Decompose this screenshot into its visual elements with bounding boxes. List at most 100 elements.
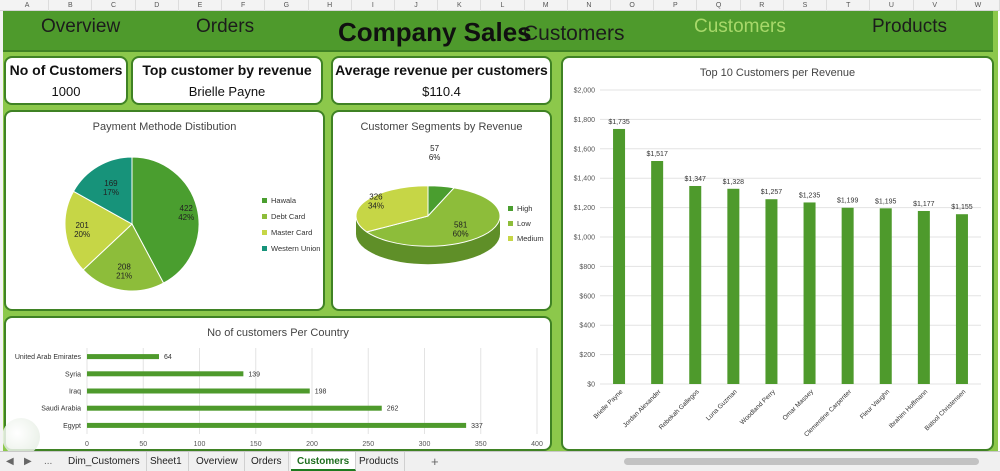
x-tick-label: 50 — [139, 441, 147, 448]
pie-slice-debt-card[interactable] — [82, 223, 165, 292]
tab-dim-customers[interactable]: Dim_Customers — [62, 452, 147, 471]
column-header-b[interactable]: B — [49, 0, 93, 11]
payment-method-chart-card[interactable]: Payment Methode Distibution 422 42% 208 21%… — [4, 110, 325, 311]
add-sheet-icon[interactable]: + — [431, 454, 439, 469]
tab-customers[interactable]: Customers — [291, 452, 357, 471]
tab-scroll-right-icon[interactable]: ▶ — [24, 456, 32, 467]
bar-omar-massey[interactable] — [803, 202, 816, 384]
column-header-g[interactable]: G — [265, 0, 309, 11]
column-header-v[interactable]: V — [914, 0, 957, 11]
bar-ibrahim-hoffmann[interactable] — [917, 210, 930, 384]
nav-customers-heading[interactable]: Customers — [523, 22, 625, 45]
column-header-q[interactable]: Q — [697, 0, 741, 11]
column-header-o[interactable]: O — [611, 0, 655, 11]
nav-orders[interactable]: Orders — [196, 16, 255, 37]
pie-percent-label: 6% — [429, 153, 441, 162]
pie-slice-medium[interactable] — [355, 185, 429, 233]
nav-customers[interactable]: Customers — [694, 16, 786, 37]
bar-jordan-alexander[interactable] — [651, 161, 664, 384]
bar-rebekah-gallegos[interactable] — [689, 185, 702, 384]
bar-luna-guzman[interactable] — [727, 188, 740, 384]
column-header-e[interactable]: E — [179, 0, 223, 11]
column-header-i[interactable]: I — [352, 0, 395, 11]
pie-slice-western-union[interactable] — [72, 156, 133, 225]
tab-overview[interactable]: Overview — [190, 452, 245, 471]
y-tick-label: $800 — [579, 264, 595, 271]
bar-syria[interactable] — [87, 371, 244, 377]
column-header-n[interactable]: N — [568, 0, 612, 11]
y-tick-label: $1,400 — [574, 176, 596, 183]
category-label-rebekah-gallegos: Rebekah Gallegos — [658, 388, 701, 431]
pie-value-label: 208 — [117, 263, 131, 272]
category-label-iraq: Iraq — [69, 389, 81, 396]
bar-united-arab-emirates[interactable] — [87, 354, 159, 360]
legend-swatch-hawala — [262, 198, 267, 203]
dashboard-title: Company Sales — [338, 17, 532, 47]
tab-orders[interactable]: Orders — [245, 452, 289, 471]
more-tabs-icon[interactable]: ... — [44, 456, 53, 467]
top-customers-chart-title: Top 10 Customers per Revenue — [699, 67, 856, 79]
pie-slice-hawala[interactable] — [131, 156, 200, 284]
tab-scroll-left-icon[interactable]: ◀ — [6, 456, 14, 467]
bar-fleur-vaughn[interactable] — [879, 208, 892, 384]
column-header-f[interactable]: F — [222, 0, 266, 11]
data-label-batool-christensen: $1,155 — [951, 204, 973, 211]
column-header-u[interactable]: U — [870, 0, 914, 11]
legend-swatch-low — [508, 221, 513, 226]
country-bar-chart[interactable]: 0 50 100 150 200 250 300 350 400 United Arab Emir… — [6, 318, 550, 449]
pie-percent-label: 42% — [178, 213, 194, 222]
column-header-p[interactable]: P — [654, 0, 698, 11]
bar-saudi-arabia[interactable] — [87, 405, 382, 411]
column-header-d[interactable]: D — [136, 0, 179, 11]
bar-clementine-carpenter[interactable] — [841, 207, 854, 384]
data-label-luna-guzman: $1,328 — [723, 179, 745, 186]
column-header-l[interactable]: L — [481, 0, 525, 11]
column-header-m[interactable]: M — [525, 0, 568, 11]
x-tick-label: 0 — [85, 441, 89, 448]
x-tick-label: 250 — [362, 441, 374, 448]
data-label-egypt: 337 — [471, 423, 483, 430]
customer-segments-chart-card[interactable]: Customer Segments by Revenue 57 6% 581 60% 3… — [331, 110, 552, 311]
bar-iraq[interactable] — [87, 388, 310, 394]
nav-overview[interactable]: Overview — [41, 16, 121, 37]
column-header-w[interactable]: W — [957, 0, 1000, 11]
bar-batool-christensen[interactable] — [955, 214, 968, 384]
dashboard-nav-bar: Overview Orders Customers Customers Prod… — [3, 11, 993, 52]
tab-products[interactable]: Products — [353, 452, 406, 471]
kpi-customers-value: 1000 — [51, 84, 81, 99]
y-tick-label: $400 — [579, 323, 595, 330]
country-chart-card[interactable]: No of customers Per Country 0 50 100 150 200… — [4, 316, 552, 451]
horizontal-scrollbar-thumb[interactable] — [624, 458, 979, 465]
column-header-t[interactable]: T — [827, 0, 871, 11]
tab-sheet1[interactable]: Sheet1 — [144, 452, 189, 471]
column-header-h[interactable]: H — [309, 0, 352, 11]
horizontal-scrollbar[interactable] — [612, 456, 996, 467]
category-label-egypt: Egypt — [63, 423, 81, 430]
column-header-s[interactable]: S — [784, 0, 828, 11]
column-header-c[interactable]: C — [92, 0, 136, 11]
column-header-r[interactable]: R — [741, 0, 784, 11]
column-header-a[interactable]: A — [6, 0, 50, 11]
top-customers-bar-chart[interactable]: $0 $200 $400 $600 $800 $1,000 $1,200 $1,400 $1,6… — [563, 58, 992, 449]
nav-products[interactable]: Products — [872, 16, 947, 37]
y-tick-label: $1,800 — [574, 117, 596, 124]
y-tick-label: $1,600 — [574, 146, 596, 153]
bar-egypt[interactable] — [87, 422, 467, 428]
data-label-brielle-payne: $1,735 — [608, 119, 630, 126]
column-header-j[interactable]: J — [395, 0, 439, 11]
legend-label-low: Low — [517, 219, 531, 228]
category-label-syria: Syria — [65, 371, 81, 378]
pie-percent-label: 17% — [103, 188, 119, 197]
kpi-card-average-revenue: Average revenue per customers $110.4 — [331, 56, 552, 105]
pie-slice-master-card[interactable] — [64, 190, 133, 271]
category-label-jordan-alexander: Jordan Alexander — [622, 388, 663, 429]
bar-woodland-perry[interactable] — [765, 199, 778, 384]
legend-swatch-debt-card — [262, 214, 267, 219]
top-customers-chart-card[interactable]: Top 10 Customers per Revenue $0 $200 $400 $… — [561, 56, 994, 451]
pie-slice-low[interactable] — [365, 187, 501, 247]
column-header-k[interactable]: K — [438, 0, 482, 11]
x-tick-label: 400 — [531, 441, 543, 448]
bar-brielle-payne[interactable] — [613, 128, 626, 384]
